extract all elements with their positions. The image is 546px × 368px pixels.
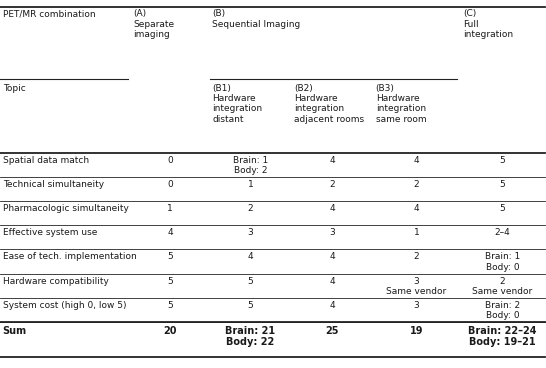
Text: Pharmacologic simultaneity: Pharmacologic simultaneity <box>3 204 129 213</box>
Text: Ease of tech. implementation: Ease of tech. implementation <box>3 252 136 261</box>
Text: (B)
Sequential Imaging: (B) Sequential Imaging <box>212 9 301 29</box>
Text: 0: 0 <box>167 156 173 164</box>
Text: 3: 3 <box>329 228 335 237</box>
Text: 4: 4 <box>168 228 173 237</box>
Text: 4: 4 <box>329 204 335 213</box>
Text: Topic: Topic <box>3 84 26 92</box>
Text: 2
Same vendor: 2 Same vendor <box>472 277 532 296</box>
Text: 4: 4 <box>329 301 335 310</box>
Text: 2–4: 2–4 <box>495 228 510 237</box>
Text: 5: 5 <box>167 252 173 261</box>
Text: (A)
Separate
imaging: (A) Separate imaging <box>133 9 175 39</box>
Text: 2: 2 <box>414 252 419 261</box>
Text: 2: 2 <box>329 180 335 189</box>
Text: 5: 5 <box>167 301 173 310</box>
Text: 5: 5 <box>248 277 253 286</box>
Text: 4: 4 <box>329 277 335 286</box>
Text: 4: 4 <box>248 252 253 261</box>
Text: 3
Same vendor: 3 Same vendor <box>387 277 447 296</box>
Text: 3: 3 <box>414 301 419 310</box>
Text: 4: 4 <box>414 156 419 164</box>
Text: Technical simultaneity: Technical simultaneity <box>3 180 104 189</box>
Text: 4: 4 <box>329 252 335 261</box>
Text: 5: 5 <box>248 301 253 310</box>
Text: 4: 4 <box>329 156 335 164</box>
Text: Sum: Sum <box>3 326 27 336</box>
Text: Brain: 2
Body: 0: Brain: 2 Body: 0 <box>485 301 520 320</box>
Text: 1: 1 <box>248 180 253 189</box>
Text: Brain: 22–24
Body: 19–21: Brain: 22–24 Body: 19–21 <box>468 326 537 347</box>
Text: 5: 5 <box>500 156 505 164</box>
Text: (B3)
Hardware
integration
same room: (B3) Hardware integration same room <box>376 84 426 124</box>
Text: Spatial data match: Spatial data match <box>3 156 89 164</box>
Text: 5: 5 <box>500 180 505 189</box>
Text: (B2)
Hardware
integration
adjacent rooms: (B2) Hardware integration adjacent rooms <box>294 84 364 124</box>
Text: 0: 0 <box>167 180 173 189</box>
Text: 1: 1 <box>167 204 173 213</box>
Text: 1: 1 <box>414 228 419 237</box>
Text: 5: 5 <box>500 204 505 213</box>
Text: Brain: 1
Body: 0: Brain: 1 Body: 0 <box>485 252 520 272</box>
Text: (C)
Full
integration: (C) Full integration <box>463 9 513 39</box>
Text: Effective system use: Effective system use <box>3 228 97 237</box>
Text: 3: 3 <box>248 228 253 237</box>
Text: System cost (high 0, low 5): System cost (high 0, low 5) <box>3 301 126 310</box>
Text: 5: 5 <box>167 277 173 286</box>
Text: 25: 25 <box>325 326 339 336</box>
Text: 2: 2 <box>248 204 253 213</box>
Text: Brain: 21
Body: 22: Brain: 21 Body: 22 <box>225 326 276 347</box>
Text: 20: 20 <box>163 326 177 336</box>
Text: Hardware compatibility: Hardware compatibility <box>3 277 109 286</box>
Text: 2: 2 <box>414 180 419 189</box>
Text: PET/MR combination: PET/MR combination <box>3 9 96 18</box>
Text: 19: 19 <box>410 326 423 336</box>
Text: (B1)
Hardware
integration
distant: (B1) Hardware integration distant <box>212 84 263 124</box>
Text: 4: 4 <box>414 204 419 213</box>
Text: Brain: 1
Body: 2: Brain: 1 Body: 2 <box>233 156 268 175</box>
